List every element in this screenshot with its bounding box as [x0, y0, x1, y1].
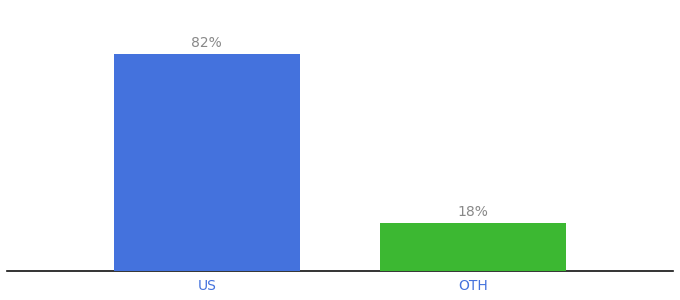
Bar — [380, 223, 566, 271]
Text: 18%: 18% — [458, 205, 489, 219]
Bar — [114, 54, 300, 271]
Text: 82%: 82% — [191, 37, 222, 50]
